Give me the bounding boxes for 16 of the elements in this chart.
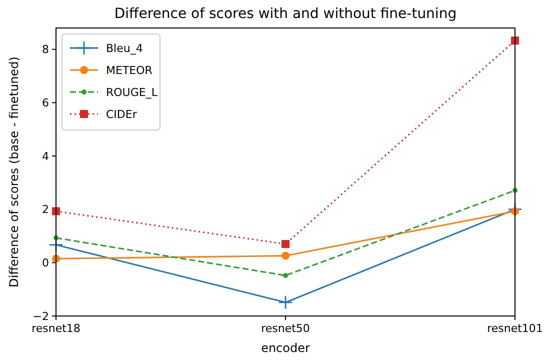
y-tick-label: 4 <box>42 150 49 163</box>
y-axis-title: Difference of scores (base - finetuned) <box>7 56 21 288</box>
y-tick-label: −2 <box>32 310 49 323</box>
legend-label: Bleu_4 <box>106 42 143 55</box>
legend-label: CIDEr <box>106 108 138 121</box>
x-tick-label: resnet18 <box>32 322 80 335</box>
x-tick-label: resnet101 <box>487 322 543 335</box>
chart-title: Difference of scores with and without fine-tuning <box>114 6 457 22</box>
legend-label: METEOR <box>106 64 153 77</box>
x-tick-label: resnet50 <box>261 322 310 335</box>
y-tick-label: 2 <box>42 203 49 216</box>
y-tick-label: 8 <box>42 43 49 56</box>
y-tick-label: 0 <box>42 256 49 270</box>
legend-label: ROUGE_L <box>106 86 158 99</box>
x-axis-title: encoder <box>261 341 310 355</box>
y-tick-label: 6 <box>42 96 49 110</box>
